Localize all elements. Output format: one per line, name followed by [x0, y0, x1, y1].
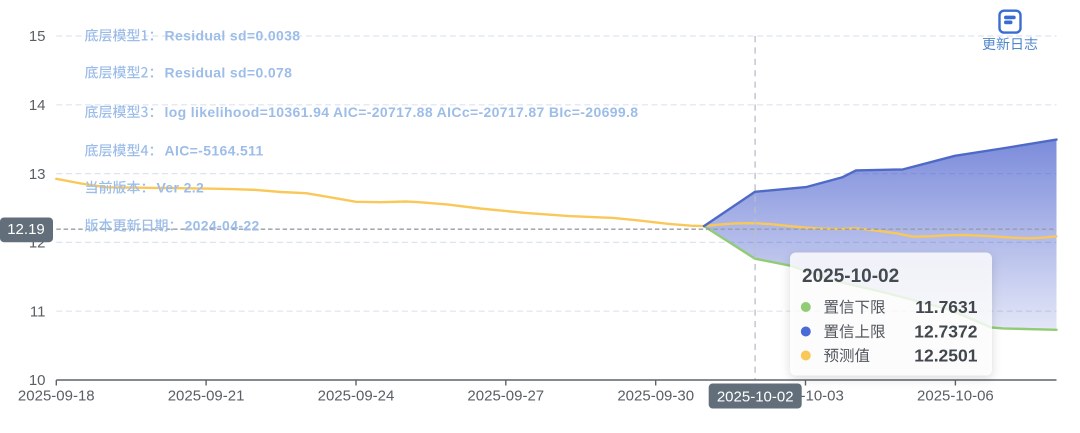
svg-text:14: 14: [29, 97, 46, 114]
svg-text:Ver 2.2: Ver 2.2: [157, 180, 205, 196]
svg-text:12.19: 12.19: [7, 221, 45, 238]
svg-text:Residual sd=0.0038: Residual sd=0.0038: [165, 28, 301, 44]
svg-text:2025-10-02: 2025-10-02: [717, 388, 794, 405]
svg-text:13: 13: [29, 166, 46, 183]
svg-text:2025-09-27: 2025-09-27: [467, 388, 544, 405]
svg-text:11.7631: 11.7631: [915, 297, 978, 317]
svg-text:15: 15: [29, 28, 46, 45]
svg-text:11: 11: [30, 303, 46, 320]
svg-text:Residual sd=0.078: Residual sd=0.078: [165, 65, 293, 81]
svg-text:2025-10-06: 2025-10-06: [917, 388, 994, 405]
svg-text:2025-09-24: 2025-09-24: [318, 388, 395, 405]
svg-text:2025-09-21: 2025-09-21: [168, 388, 245, 405]
svg-text:AIC=-5164.511: AIC=-5164.511: [165, 143, 264, 159]
svg-text:2025-10-02: 2025-10-02: [802, 266, 899, 287]
svg-text:12.7372: 12.7372: [914, 322, 978, 342]
svg-text:2025-09-18: 2025-09-18: [18, 388, 95, 405]
svg-text:2024-04-22: 2024-04-22: [185, 218, 260, 234]
svg-text:2025-09-30: 2025-09-30: [617, 388, 694, 405]
svg-text:10: 10: [29, 372, 46, 389]
svg-text:log likelihood=10361.94 AIC=-2: log likelihood=10361.94 AIC=-20717.88 AI…: [165, 104, 639, 120]
svg-text:12.2501: 12.2501: [914, 346, 978, 366]
